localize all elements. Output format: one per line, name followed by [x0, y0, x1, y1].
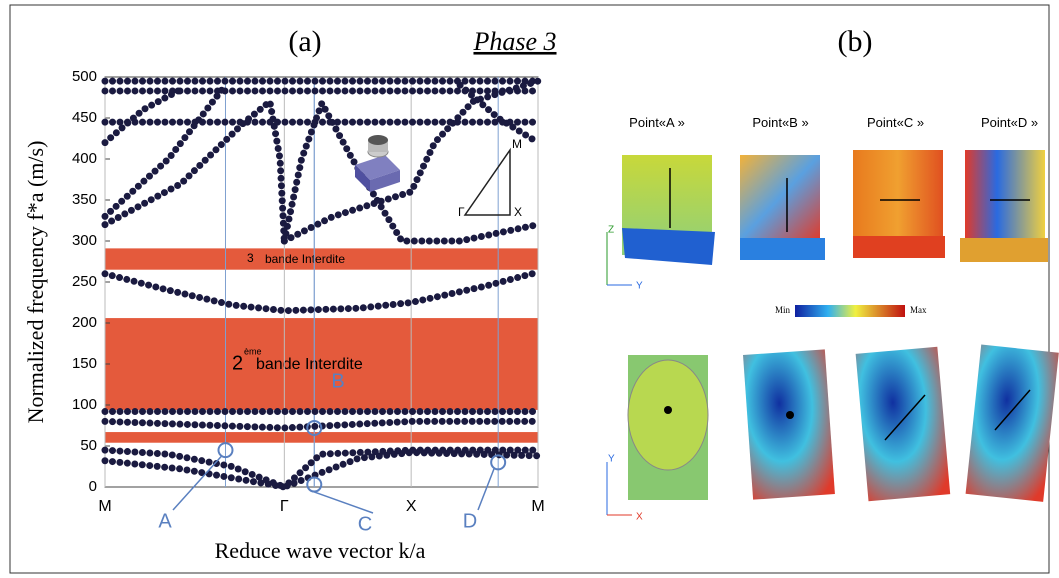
gap-label: bande Interdite — [265, 252, 345, 266]
point-label: Point«D » — [962, 115, 1057, 130]
gap-label: bande Interdite — [256, 356, 363, 373]
colorbar-max: Max — [910, 305, 927, 315]
y-axis-label: Normalized frequency f*a (m/s) — [23, 141, 48, 424]
panel-label: (b) — [838, 25, 873, 58]
y-tick-label: 50 — [80, 437, 97, 454]
y-tick-label: 250 — [72, 273, 97, 290]
figure: (a) Phase 3 (b) 3bande Interdite2èmeband… — [0, 0, 1059, 578]
point-label: Point«A » — [622, 115, 692, 130]
marker-label: B — [331, 370, 344, 392]
marker-arrow — [478, 468, 494, 510]
point-label: Point«C » — [848, 115, 943, 130]
x-tick-label: M — [98, 498, 111, 515]
y-tick-label: 350 — [72, 191, 97, 208]
gap-number: 2 — [232, 352, 243, 374]
inset-cube — [355, 135, 400, 192]
gap-number: 3 — [247, 251, 254, 265]
colorbar — [795, 305, 905, 317]
y-tick-label: 150 — [72, 355, 97, 372]
inset-label: Γ — [458, 205, 465, 219]
page: (a) Phase 3 (b) 3bande Interdite2èmeband… — [0, 0, 1059, 578]
marker-label: D — [463, 510, 477, 532]
axis-letter: Z — [608, 225, 614, 236]
x-tick-label: Γ — [280, 498, 289, 515]
marker-arrow — [173, 456, 221, 510]
phase-title: Phase 3 — [472, 27, 556, 56]
x-tick-label: M — [531, 498, 544, 515]
panel-label: (a) — [288, 25, 321, 58]
band-branch — [105, 89, 181, 142]
colorbar-min: Min — [775, 305, 791, 315]
marker-label: A — [158, 510, 172, 532]
panel-b: Min Max Z Y Y X — [607, 150, 1059, 523]
axis-letter: Y — [636, 281, 643, 292]
y-tick-label: 400 — [72, 150, 97, 167]
band-branch — [105, 272, 538, 311]
band-branch — [105, 85, 225, 216]
gap-suffix: ème — [244, 346, 262, 356]
y-tick-label: 100 — [72, 396, 97, 413]
y-tick-label: 450 — [72, 109, 97, 126]
point-label: Point«B » — [733, 115, 828, 130]
inset-label: M — [512, 137, 522, 151]
inset-label: X — [514, 205, 522, 219]
axis-letter: X — [636, 512, 643, 523]
y-tick-label: 500 — [72, 68, 97, 85]
axis-letter: Y — [608, 454, 615, 465]
x-tick-label: X — [406, 498, 417, 515]
y-tick-label: 0 — [89, 478, 97, 495]
marker-arrow — [310, 491, 373, 513]
field-images — [622, 150, 1059, 502]
y-tick-label: 200 — [72, 314, 97, 331]
y-tick-label: 300 — [72, 232, 97, 249]
marker-label: C — [358, 513, 372, 535]
x-axis-label: Reduce wave vector k/a — [215, 538, 426, 563]
inset-triangle — [465, 150, 510, 215]
band-gap — [105, 432, 538, 443]
